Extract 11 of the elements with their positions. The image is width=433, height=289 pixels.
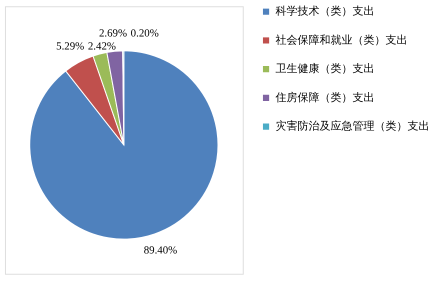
legend-label: 住房保障（类）支出 — [275, 90, 374, 104]
data-label: 5.29% — [56, 40, 84, 53]
pie-slice — [29, 50, 218, 240]
data-label: 89.40% — [144, 244, 178, 257]
data-label: 2.69% — [98, 27, 128, 40]
legend-label: 科学技术（类）支出 — [275, 4, 374, 18]
legend-label: 卫生健康（类）支出 — [275, 62, 374, 76]
data-label: 0.20% — [130, 27, 159, 40]
legend-label: 灾害防治及应急管理（类）支出 — [275, 120, 430, 133]
legend-label: 社会保障和就业（类）支出 — [275, 33, 408, 46]
data-label: 2.42% — [88, 40, 116, 53]
